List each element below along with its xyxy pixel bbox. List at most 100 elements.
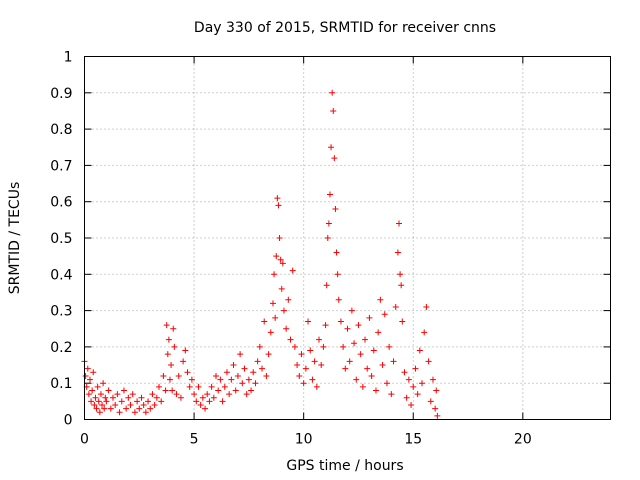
data-point	[84, 365, 91, 372]
data-point	[127, 401, 134, 408]
x-tick-label: 0	[80, 432, 89, 448]
data-point	[165, 336, 172, 343]
data-point	[232, 387, 239, 394]
y-tick-label: 0.7	[50, 158, 72, 174]
data-point	[432, 405, 439, 412]
data-point	[156, 383, 163, 390]
data-point	[307, 347, 314, 354]
data-point	[323, 282, 330, 289]
data-point	[95, 398, 102, 405]
data-point	[248, 387, 255, 394]
data-point	[427, 398, 434, 405]
data-point	[335, 296, 342, 303]
data-point	[107, 405, 114, 412]
data-point	[173, 391, 180, 398]
data-point	[89, 387, 96, 394]
data-point	[263, 372, 270, 379]
data-point	[305, 318, 312, 325]
data-point	[326, 191, 333, 198]
data-point	[88, 398, 95, 405]
data-point	[372, 387, 379, 394]
data-point	[123, 405, 130, 412]
data-point	[239, 380, 246, 387]
data-point	[184, 369, 191, 376]
data-point	[429, 376, 436, 383]
data-point	[396, 220, 403, 227]
data-point	[234, 372, 241, 379]
data-point	[99, 401, 106, 408]
data-point	[433, 387, 440, 394]
data-point	[294, 362, 301, 369]
data-point	[94, 383, 101, 390]
data-point	[330, 107, 337, 114]
data-point	[397, 271, 404, 278]
data-point	[142, 409, 149, 416]
data-point	[158, 398, 165, 405]
data-point	[273, 253, 280, 260]
data-point	[93, 405, 100, 412]
data-point	[153, 394, 160, 401]
data-point	[243, 391, 250, 398]
data-point	[355, 322, 362, 329]
data-point	[202, 405, 209, 412]
data-point	[375, 329, 382, 336]
data-point	[370, 347, 377, 354]
y-axis-label: SRMTID / TECUs	[7, 182, 23, 295]
data-point	[377, 296, 384, 303]
data-point	[348, 307, 355, 314]
data-point	[193, 398, 200, 405]
data-point	[103, 398, 110, 405]
data-point	[134, 398, 141, 405]
data-point	[177, 394, 184, 401]
data-point	[82, 372, 89, 379]
data-point	[259, 365, 266, 372]
data-point	[399, 318, 406, 325]
data-point	[346, 358, 353, 365]
data-point	[265, 351, 272, 358]
data-point	[381, 311, 388, 318]
data-point	[300, 380, 307, 387]
data-point	[252, 380, 259, 387]
grid-lines	[84, 56, 611, 420]
data-point	[311, 358, 318, 365]
data-point	[195, 383, 202, 390]
data-point	[199, 394, 206, 401]
x-tick-label: 5	[190, 432, 199, 448]
data-points	[81, 89, 441, 419]
data-point	[298, 351, 305, 358]
data-point	[287, 336, 294, 343]
data-point	[261, 318, 268, 325]
data-point	[405, 376, 412, 383]
data-point	[337, 318, 344, 325]
data-point	[408, 401, 415, 408]
data-point	[138, 394, 145, 401]
data-point	[279, 260, 286, 267]
data-point	[344, 325, 351, 332]
x-tick-label: 15	[404, 432, 422, 448]
data-point	[145, 398, 152, 405]
data-point	[412, 365, 419, 372]
data-point	[86, 376, 93, 383]
data-point	[401, 369, 408, 376]
data-point	[316, 336, 323, 343]
data-point	[332, 205, 339, 212]
data-point	[237, 351, 244, 358]
data-point	[120, 387, 127, 394]
data-point	[318, 362, 325, 369]
data-point	[217, 376, 224, 383]
data-point	[302, 365, 309, 372]
data-point	[109, 394, 116, 401]
data-point	[285, 296, 292, 303]
data-point	[425, 358, 432, 365]
data-point	[291, 343, 298, 350]
y-tick-label: 0.3	[50, 304, 72, 320]
data-point	[160, 372, 167, 379]
data-point	[386, 343, 393, 350]
data-point	[329, 89, 336, 96]
data-point	[353, 376, 360, 383]
data-point	[125, 394, 132, 401]
data-point	[182, 347, 189, 354]
data-point	[434, 412, 441, 419]
data-point	[328, 144, 335, 151]
